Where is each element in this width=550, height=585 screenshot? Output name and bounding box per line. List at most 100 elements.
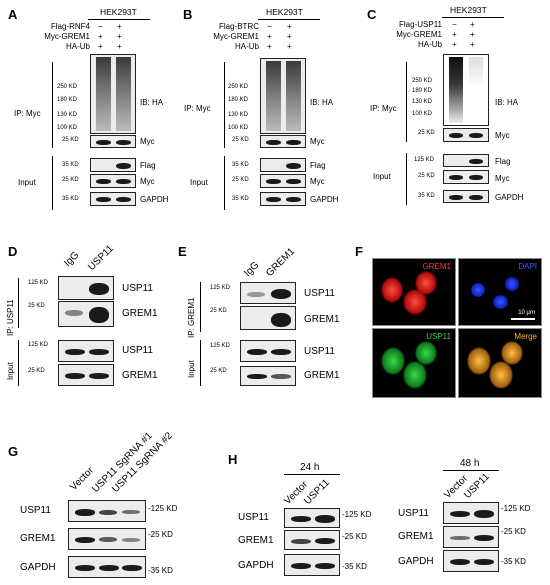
condition-label: Flag-BTRC	[218, 22, 259, 31]
lane-label: USP11	[86, 243, 116, 273]
blot-myc	[443, 128, 489, 142]
blot-flag	[260, 158, 306, 172]
mw-marker: 25 KD	[232, 137, 249, 143]
lane-label: USP11	[302, 477, 332, 507]
lane-sign: +	[470, 40, 475, 49]
blot-label: Flag	[310, 161, 326, 170]
mw-marker: 35 KD	[62, 162, 79, 168]
mw-marker: -125 KD	[148, 504, 178, 513]
blot-grem1-input	[58, 364, 114, 386]
mw-marker: 180 KD	[228, 97, 249, 103]
blot-gapdh	[260, 192, 306, 206]
mw-marker: 25 KD	[418, 130, 435, 136]
blot-usp11-ip	[58, 276, 114, 300]
mw-marker: 180 KD	[412, 88, 433, 94]
lane-sign: +	[452, 40, 457, 49]
mw-marker: 100 KD	[57, 125, 78, 131]
blot-label: GREM1	[122, 370, 158, 381]
channel-label: DAPI	[518, 262, 537, 271]
blot-label: GAPDH	[238, 560, 274, 571]
mw-marker: 25 KD	[210, 308, 227, 314]
lane-sign: +	[98, 32, 103, 41]
blot-grem1-ip	[240, 306, 296, 330]
blot-label: USP11	[238, 512, 269, 523]
ib-label: IB: HA	[495, 98, 519, 107]
mw-marker: 250 KD	[228, 84, 249, 90]
blot-label: Myc	[140, 177, 155, 186]
mw-marker: 100 KD	[228, 125, 249, 131]
condition-label: Flag-USP11	[399, 20, 442, 29]
lane-sign: +	[452, 30, 457, 39]
condition-label: HA-Ub	[234, 42, 259, 51]
ip-label: IP: Myc	[184, 104, 211, 113]
blot-label: GREM1	[398, 531, 434, 542]
lane-sign: +	[287, 42, 292, 51]
mw-marker: 180 KD	[57, 97, 78, 103]
mw-marker: 125 KD	[210, 285, 231, 291]
mw-marker: -25 KD	[148, 530, 173, 539]
mw-marker: 130 KD	[228, 112, 249, 118]
blot-usp11	[68, 500, 146, 522]
mw-marker: -35 KD	[148, 566, 173, 575]
scale-bar	[511, 318, 535, 320]
input-label: Input	[187, 360, 196, 378]
lane-sign: −	[452, 20, 457, 29]
blot-gapdh-48h	[443, 550, 499, 572]
blot-label: GREM1	[304, 370, 340, 381]
condition-label: Myc-GREM1	[213, 32, 259, 41]
panel-letter: G	[8, 444, 19, 459]
panel-letter: D	[8, 244, 18, 259]
blot-gapdh-24h	[284, 554, 340, 576]
condition-label: Flag-RNF4	[50, 22, 90, 31]
mw-marker: 25 KD	[62, 137, 79, 143]
input-label: Input	[6, 362, 15, 380]
blot-label: Myc	[495, 174, 510, 183]
panel-letter: F	[355, 244, 363, 259]
lane-sign: +	[287, 22, 292, 31]
blot-label: GAPDH	[20, 562, 56, 573]
ib-label: IB: HA	[310, 98, 334, 107]
blot-grem1-48h	[443, 526, 499, 548]
mw-marker: 250 KD	[57, 84, 78, 90]
blot-ub	[443, 54, 489, 126]
lane-sign: −	[267, 22, 272, 31]
blot-label: USP11	[122, 345, 153, 356]
blot-label: GREM1	[304, 314, 340, 325]
blot-myc-input	[443, 170, 489, 184]
timepoint-label: 48 h	[460, 458, 480, 469]
lane-sign: +	[267, 32, 272, 41]
blot-myc-input	[260, 174, 306, 188]
panel-letter: B	[183, 7, 193, 22]
mw-marker: 250 KD	[412, 78, 433, 84]
mw-marker: 130 KD	[412, 99, 433, 105]
micrograph-merge: Merge	[458, 328, 542, 398]
cell-line-label: HEK293T	[266, 7, 303, 17]
mw-marker: 35 KD	[418, 193, 435, 199]
channel-label: GREM1	[422, 262, 451, 271]
channel-label: USP11	[426, 332, 451, 341]
mw-marker: 130 KD	[57, 112, 78, 118]
lane-label: USP11	[462, 471, 492, 501]
blot-label: GAPDH	[140, 195, 169, 204]
mw-marker: 35 KD	[232, 196, 249, 202]
lane-label: IgG	[242, 259, 262, 279]
blot-label: Myc	[310, 137, 325, 146]
ib-label: IB: HA	[140, 98, 164, 107]
blot-ub	[260, 58, 306, 134]
lane-sign: +	[117, 32, 122, 41]
mw-marker: 125 KD	[414, 157, 435, 163]
blot-flag	[443, 154, 489, 167]
panel-letter: C	[367, 7, 377, 22]
ip-label: IP: USP11	[6, 299, 15, 336]
lane-sign: +	[287, 32, 292, 41]
blot-grem1-input	[240, 366, 296, 386]
lane-sign: +	[470, 20, 475, 29]
cell-line-label: HEK293T	[450, 5, 487, 15]
lane-label: IgG	[62, 249, 82, 269]
blot-myc	[90, 135, 136, 148]
mw-marker: -35 KD	[501, 557, 526, 566]
blot-label: Flag	[495, 157, 511, 166]
lane-sign: +	[470, 30, 475, 39]
lane-sign: +	[98, 42, 103, 51]
blot-myc	[260, 135, 306, 148]
